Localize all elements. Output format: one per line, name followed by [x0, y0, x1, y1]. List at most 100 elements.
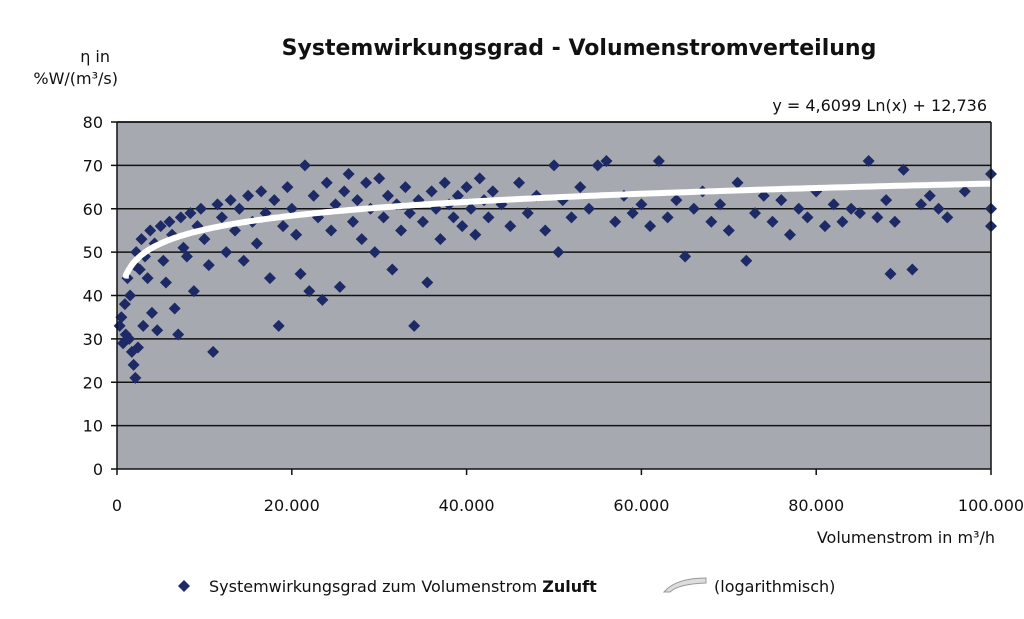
data-point	[316, 293, 329, 306]
y-tick-labels: 0 10 20 30 40 50 60 70 80	[83, 113, 103, 479]
data-point	[168, 302, 181, 315]
data-point	[941, 211, 954, 224]
data-point	[679, 250, 692, 263]
data-point	[871, 211, 884, 224]
data-point	[757, 189, 770, 202]
data-point	[722, 224, 735, 237]
data-point	[408, 319, 421, 332]
data-point	[163, 215, 176, 228]
legend-scatter-label: Systemwirkungsgrad zum Volumenstrom Zulu…	[209, 577, 597, 596]
legend-trendline-marker	[662, 577, 707, 593]
data-point	[277, 220, 290, 233]
data-point	[460, 181, 473, 194]
data-point	[591, 159, 604, 172]
data-point	[897, 163, 910, 176]
data-point	[355, 233, 368, 246]
y-axis-label-line2: %W/(m³/s)	[33, 69, 118, 88]
trendline-equation: y = 4,6099 Ln(x) + 12,736	[772, 96, 987, 115]
legend: Systemwirkungsgrad zum Volumenstrom Zulu…	[178, 577, 835, 596]
data-point	[133, 263, 146, 276]
data-point	[329, 198, 342, 211]
data-point	[386, 263, 399, 276]
data-point	[157, 254, 170, 267]
data-point	[574, 181, 587, 194]
data-point	[504, 220, 517, 233]
data-point	[425, 185, 438, 198]
x-tick-label: 20.000	[264, 496, 320, 515]
x-tick-labels: 0 20.000 40.000 60.000 80.000 100.000	[112, 496, 1024, 515]
data-point	[127, 358, 140, 371]
data-point	[233, 202, 246, 215]
data-point	[775, 194, 788, 207]
data-point	[151, 324, 164, 337]
data-point	[539, 224, 552, 237]
data-point	[220, 246, 233, 259]
data-point	[513, 176, 526, 189]
data-point	[399, 181, 412, 194]
legend-trendline-label: (logarithmisch)	[714, 577, 835, 596]
data-point	[237, 254, 250, 267]
data-point	[644, 220, 657, 233]
trendline	[122, 180, 994, 279]
data-point	[228, 224, 241, 237]
data-point	[342, 168, 355, 181]
y-axis-label-line1: η in	[80, 47, 110, 66]
x-tick-label: 40.000	[439, 496, 495, 515]
data-point	[207, 345, 220, 358]
data-point	[298, 159, 311, 172]
data-point	[320, 176, 333, 189]
x-axis-label: Volumenstrom in m³/h	[817, 528, 995, 547]
data-point	[884, 267, 897, 280]
data-point	[792, 202, 805, 215]
data-point	[333, 280, 346, 293]
data-point	[154, 220, 167, 233]
data-point	[565, 211, 578, 224]
data-point	[740, 254, 753, 267]
data-point	[421, 276, 434, 289]
data-point	[473, 172, 486, 185]
data-point	[172, 328, 185, 341]
data-point	[766, 215, 779, 228]
data-point	[609, 215, 622, 228]
data-point	[119, 328, 132, 341]
data-point	[438, 176, 451, 189]
data-point	[915, 198, 928, 211]
data-point	[582, 202, 595, 215]
data-point	[346, 215, 359, 228]
data-point	[174, 211, 187, 224]
data-point	[281, 181, 294, 194]
chart-title: Systemwirkungsgrad - Volumenstromverteil…	[282, 36, 877, 61]
data-point	[600, 155, 613, 168]
data-point	[351, 194, 364, 207]
data-point	[395, 224, 408, 237]
data-point	[862, 155, 875, 168]
data-point	[177, 241, 190, 254]
data-point	[447, 211, 460, 224]
data-point	[434, 233, 447, 246]
axes	[111, 121, 992, 475]
data-point	[845, 202, 858, 215]
x-tick-label: 100.000	[958, 496, 1024, 515]
data-point	[377, 211, 390, 224]
data-point	[661, 211, 674, 224]
y-tick-label: 0	[93, 460, 103, 479]
data-point	[373, 172, 386, 185]
y-tick-label: 60	[83, 200, 103, 219]
data-point	[294, 267, 307, 280]
data-point	[749, 207, 762, 220]
data-point	[801, 211, 814, 224]
data-point	[906, 263, 919, 276]
data-point	[250, 237, 263, 250]
data-point	[888, 215, 901, 228]
data-point	[552, 246, 565, 259]
data-point	[923, 189, 936, 202]
y-tick-label: 20	[83, 373, 103, 392]
y-tick-label: 30	[83, 330, 103, 349]
data-point	[714, 198, 727, 211]
data-point	[368, 246, 381, 259]
data-point	[958, 185, 971, 198]
data-point	[827, 198, 840, 211]
data-point	[403, 207, 416, 220]
data-point	[184, 207, 197, 220]
